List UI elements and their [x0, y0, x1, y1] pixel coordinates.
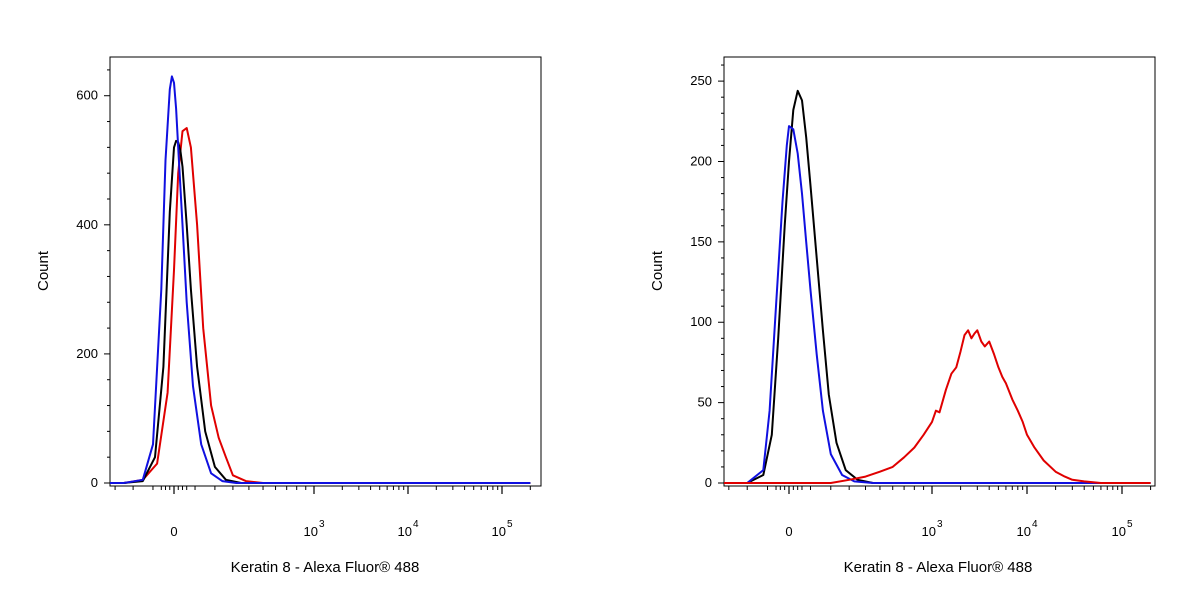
y-axis-1: 0 200 400 600 [76, 69, 110, 490]
x-tick-base: 0 [170, 524, 177, 539]
x-tick-label: 0 [785, 524, 792, 539]
y-tick-label: 0 [705, 475, 712, 490]
series-group-1 [110, 75, 531, 484]
y-tick-label: 250 [690, 73, 712, 88]
x-tick-label: 105 [491, 519, 512, 539]
y-axis-title-1: Count [35, 250, 52, 291]
plot-frame-1 [109, 56, 542, 487]
x-tick-label: 103 [921, 519, 942, 539]
y-tick-label: 150 [690, 234, 712, 249]
x-tick-base: 10 [921, 524, 935, 539]
x-axis-1: 0 103 104 105 [114, 486, 531, 539]
series-group-2 [724, 89, 1151, 484]
x-tick-base: 10 [303, 524, 317, 539]
x-tick-exponent: 3 [937, 519, 943, 530]
x-tick-base: 10 [1016, 524, 1030, 539]
histogram-series-line [110, 139, 531, 484]
x-axis-title-1: Keratin 8 - Alexa Fluor® 488 [231, 559, 420, 576]
x-tick-base: 10 [491, 524, 505, 539]
x-tick-exponent: 5 [1127, 519, 1133, 530]
y-tick-label: 200 [76, 346, 98, 361]
x-tick-exponent: 3 [319, 519, 325, 530]
x-axis-2: 0 103 104 105 [728, 486, 1152, 539]
x-tick-label: 104 [397, 519, 418, 539]
y-axis-2: 0 50 100 150 200 250 [690, 64, 724, 490]
x-tick-base: 10 [1111, 524, 1125, 539]
histogram-series-line [724, 89, 1151, 484]
x-tick-label: 105 [1111, 519, 1132, 539]
x-tick-base: 10 [397, 524, 411, 539]
x-tick-exponent: 4 [1032, 519, 1038, 530]
x-tick-label: 0 [170, 524, 177, 539]
y-tick-label: 50 [698, 395, 712, 410]
x-tick-label: 103 [303, 519, 324, 539]
y-tick-label: 100 [690, 314, 712, 329]
y-tick-label: 0 [91, 475, 98, 490]
x-tick-base: 0 [785, 524, 792, 539]
x-tick-exponent: 5 [507, 519, 513, 530]
y-axis-title-2: Count [649, 250, 666, 291]
y-tick-label: 600 [76, 88, 98, 103]
histogram-series-line [724, 125, 1151, 484]
plot-frame-2 [723, 56, 1156, 487]
histogram-series-line [724, 329, 1151, 484]
histogram-series-line [110, 75, 531, 484]
x-tick-exponent: 4 [413, 519, 419, 530]
y-tick-label: 200 [690, 153, 712, 168]
x-axis-title-2: Keratin 8 - Alexa Fluor® 488 [844, 559, 1033, 576]
histogram-series-line [110, 127, 531, 484]
x-tick-label: 104 [1016, 519, 1037, 539]
y-tick-label: 400 [76, 217, 98, 232]
